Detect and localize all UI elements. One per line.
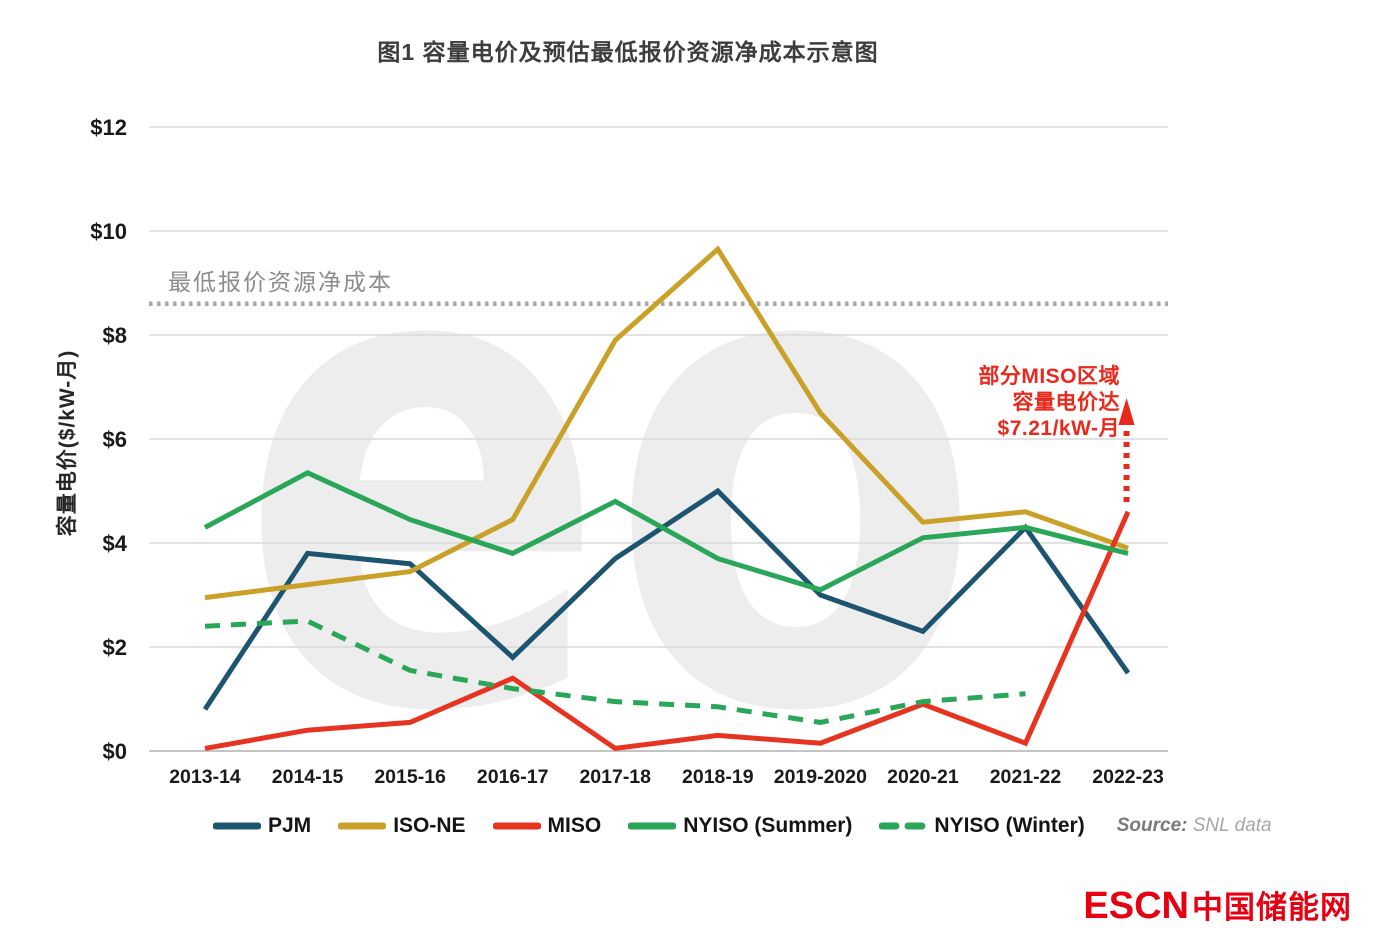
legend: PJM ISO-NE MISO NYISO (Summer) NYISO (Winter… (213, 814, 1272, 838)
legend-label: NYISO (Winter) (934, 814, 1085, 837)
annotation-line-3: $7.21/kW-月 (997, 417, 1120, 440)
legend-item-pjm: PJM (213, 814, 311, 838)
legend-item-nyiso-winter-: NYISO (Winter) (879, 814, 1085, 838)
x-tick-label-2021-22: 2021-22 (990, 766, 1062, 788)
series-line-iso-ne (204, 245, 1129, 601)
legend-label: PJM (268, 814, 312, 837)
annotation-line-2: 容量电价达 (1012, 391, 1120, 414)
watermark-text: eo (238, 87, 983, 856)
legend-swatch (338, 822, 387, 830)
source-prefix: Source: (1116, 815, 1188, 836)
y-tick-label-6: $6 (103, 427, 127, 452)
legend-item-miso: MISO (492, 814, 602, 838)
x-tick-label-2015-16: 2015-16 (374, 766, 446, 788)
y-tick-label-0: $0 (103, 739, 127, 764)
x-tick-label-2014-15: 2014-15 (272, 766, 344, 788)
x-tick-label-2018-19: 2018-19 (682, 766, 754, 788)
annotation-line-1: 部分MISO区域 (978, 365, 1120, 388)
legend-swatch (879, 822, 928, 830)
y-tick-label-4: $4 (103, 531, 128, 556)
legend-label: MISO (547, 814, 602, 837)
x-tick-label-2016-17: 2016-17 (477, 766, 549, 788)
reference-line-label: 最低报价资源净成本 (168, 269, 393, 295)
y-tick-label-12: $12 (90, 115, 127, 140)
legend-swatch (628, 822, 677, 830)
legend-items: PJM ISO-NE MISO NYISO (Summer) NYISO (Winter… (213, 814, 1085, 838)
series-line-pjm (202, 487, 1131, 711)
x-tick-label-2013-14: 2013-14 (169, 766, 241, 788)
legend-label: ISO-NE (393, 814, 466, 837)
x-tick-label-2022-23: 2022-23 (1092, 766, 1164, 788)
legend-swatch (492, 822, 541, 830)
y-tick-label-8: $8 (103, 323, 127, 348)
chart-title: 图1 容量电价及预估最低报价资源净成本示意图 (377, 39, 879, 65)
series-line-nyiso-summer- (203, 470, 1129, 593)
series-line-nyiso-winter- (204, 618, 1026, 725)
legend-label: NYISO (Summer) (683, 814, 853, 837)
x-tick-label-2020-21: 2020-21 (887, 766, 959, 788)
y-tick-label-2: $2 (103, 635, 127, 660)
miso-price-annotation: 部分MISO区域 容量电价达 $7.21/kW-月 (978, 364, 1120, 442)
escn-logo-site-name: 中国储能网 (1192, 890, 1352, 925)
annotation-arrow-head (1118, 398, 1135, 425)
legend-item-nyiso-summer-: NYISO (Summer) (628, 814, 852, 838)
escn-logo: ESCN 中国储能网 (1083, 882, 1352, 928)
y-tick-label-10: $10 (90, 219, 127, 244)
legend-item-iso-ne: ISO-NE (338, 814, 466, 838)
legend-swatch (213, 822, 261, 830)
source-text: SNL data (1192, 815, 1272, 836)
series-line-miso (204, 510, 1131, 751)
x-tick-label-2019-2020: 2019-2020 (774, 766, 867, 788)
escn-logo-text: ESCN (1083, 885, 1189, 927)
source-note: Source: SNL data (1117, 815, 1272, 837)
x-tick-label-2017-18: 2017-18 (579, 766, 651, 788)
